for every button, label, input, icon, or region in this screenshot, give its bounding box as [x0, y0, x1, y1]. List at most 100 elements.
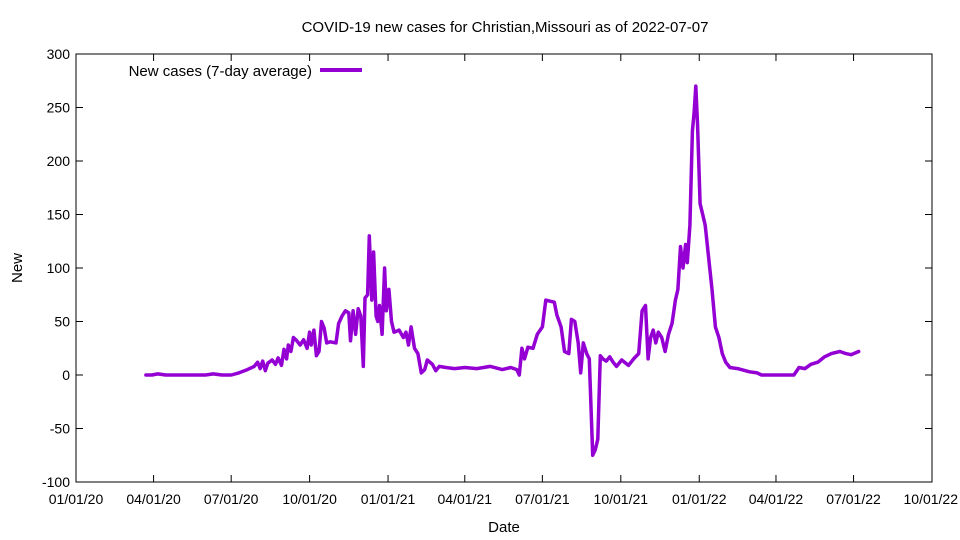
data-point	[839, 350, 841, 353]
data-point	[592, 454, 594, 456]
data-point	[384, 267, 386, 269]
data-point	[845, 353, 847, 355]
data-point	[667, 333, 670, 335]
data-point	[438, 365, 440, 367]
data-point	[718, 336, 720, 339]
data-point	[230, 374, 232, 376]
x-tick-label: 10/01/22	[904, 491, 959, 507]
data-point	[405, 331, 407, 333]
x-tick-label: 07/01/20	[204, 491, 259, 507]
legend: New cases (7-day average)	[129, 63, 362, 80]
data-point	[523, 358, 526, 360]
data-point	[521, 347, 523, 349]
data-point	[238, 372, 240, 374]
data-point	[787, 374, 789, 376]
data-point	[296, 340, 298, 342]
data-point	[287, 344, 289, 346]
data-point	[711, 288, 713, 290]
data-point	[362, 365, 364, 367]
data-point	[271, 359, 273, 361]
series-layer	[144, 84, 861, 458]
data-point	[151, 374, 153, 376]
data-point	[164, 374, 167, 376]
data-point	[689, 224, 691, 226]
data-point	[385, 310, 387, 312]
data-point	[574, 320, 576, 323]
data-point	[582, 342, 584, 344]
data-point	[349, 340, 352, 342]
data-point	[685, 243, 687, 246]
data-point	[357, 308, 359, 310]
data-point	[556, 314, 558, 316]
data-point	[545, 299, 547, 301]
data-point	[599, 355, 601, 357]
data-point	[664, 350, 666, 353]
data-point	[644, 304, 647, 307]
y-tick-label: 100	[47, 260, 71, 276]
data-point	[262, 360, 264, 362]
data-point	[310, 344, 312, 346]
data-point	[597, 438, 599, 440]
data-point	[510, 366, 512, 369]
data-point	[259, 368, 261, 370]
data-point	[691, 130, 694, 132]
data-point	[315, 355, 317, 357]
data-point	[286, 358, 288, 360]
data-point	[652, 329, 654, 331]
data-point	[190, 374, 192, 376]
data-point	[729, 366, 731, 369]
data-point	[364, 297, 366, 299]
data-point	[769, 374, 771, 376]
data-point	[431, 363, 433, 365]
data-point	[674, 299, 677, 301]
data-point	[157, 373, 159, 375]
data-point	[536, 333, 538, 335]
data-point	[309, 331, 311, 333]
y-tick-label: 0	[62, 367, 70, 383]
data-point	[602, 358, 604, 360]
data-point	[424, 369, 426, 371]
data-point	[679, 246, 682, 248]
x-tick-label: 04/01/21	[438, 491, 493, 507]
data-point	[274, 363, 277, 365]
data-point	[633, 358, 635, 360]
data-point	[221, 374, 223, 376]
data-point	[830, 353, 833, 355]
data-point	[737, 368, 739, 370]
data-point	[426, 359, 428, 361]
data-point	[417, 353, 419, 355]
data-point	[352, 310, 354, 312]
data-point	[850, 354, 852, 356]
data-point	[760, 374, 763, 376]
data-point	[532, 347, 534, 349]
data-point	[577, 342, 579, 344]
data-point	[402, 336, 404, 339]
y-tick-label: 200	[47, 153, 71, 169]
data-point	[205, 374, 207, 376]
legend-label: New cases (7-day average)	[129, 63, 312, 80]
data-point	[407, 344, 410, 346]
data-point	[708, 256, 710, 258]
data-point	[677, 288, 679, 290]
data-point	[804, 368, 806, 370]
x-tick-label: 04/01/22	[749, 491, 804, 507]
data-point	[693, 112, 695, 114]
data-point	[303, 339, 305, 341]
data-point	[323, 327, 325, 329]
data-point	[377, 320, 379, 323]
data-point	[381, 333, 383, 335]
data-point	[817, 361, 819, 363]
data-point	[702, 213, 704, 216]
data-point	[661, 336, 663, 339]
data-point	[355, 333, 357, 335]
data-point	[313, 329, 315, 331]
series-line	[144, 84, 861, 458]
x-axis-label: Date	[488, 519, 520, 536]
data-point	[609, 356, 611, 358]
data-point	[638, 353, 640, 355]
data-point	[560, 326, 562, 328]
data-point	[348, 312, 350, 314]
data-point	[257, 361, 259, 363]
data-point	[647, 358, 649, 360]
data-point	[283, 348, 285, 350]
